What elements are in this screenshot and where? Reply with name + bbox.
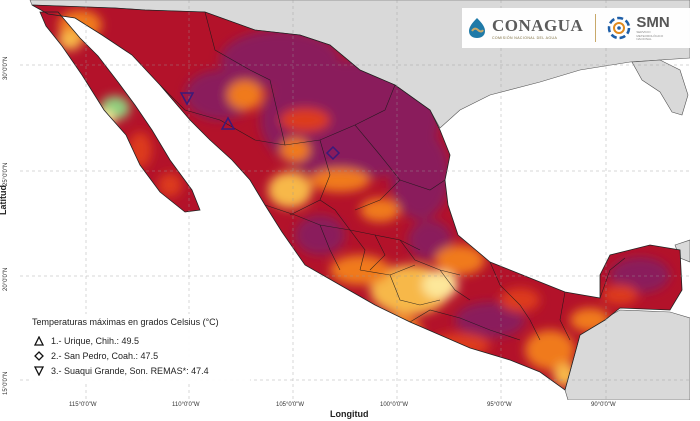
conagua-subtitle: COMISIÓN NACIONAL DEL AGUA — [492, 35, 558, 40]
legend-item-san-pedro: 2.- San Pedro, Coah.: 47.5 — [34, 351, 158, 361]
lat-tick-15: 15°0'0"N — [3, 371, 9, 395]
lon-tick-115: 115°0'0"W — [69, 402, 97, 408]
marker-suaqui-grande[interactable] — [179, 92, 195, 106]
smn-emblem-icon — [608, 16, 631, 40]
map-legend: Temperaturas máximas en grados Celsius (… — [30, 314, 250, 382]
florida-land — [631, 59, 689, 116]
legend-item-text: 2.- San Pedro, Coah.: 47.5 — [51, 351, 159, 361]
marker-urique[interactable] — [220, 116, 236, 130]
conagua-logo: CONAGUA COMISIÓN NACIONAL DEL AGUA — [466, 16, 583, 40]
marker-san-pedro[interactable] — [325, 145, 341, 161]
legend-title: Temperaturas máximas en grados Celsius (… — [32, 317, 219, 327]
lon-tick-100: 100°0'0"W — [380, 402, 409, 408]
conagua-emblem-icon — [469, 18, 485, 38]
logo-banner: CONAGUA COMISIÓN NACIONAL DEL AGUA SMN S… — [462, 8, 692, 48]
temperature-map — [20, 0, 690, 400]
lon-tick-105: 105°0'0"W — [276, 402, 305, 408]
lon-tick-90: 90°0'0"W — [591, 402, 616, 408]
lat-tick-30: 30°0'0"N — [3, 56, 9, 80]
legend-item-urique: 1.- Urique, Chih.: 49.5 — [34, 336, 139, 346]
diamond-icon — [34, 351, 44, 361]
smn-name: SMN — [636, 14, 670, 32]
triangle-up-icon — [34, 336, 44, 346]
legend-item-text: 3.- Suaqui Grande, Son. REMAS*: 47.4 — [51, 366, 209, 376]
conagua-name: CONAGUA — [492, 15, 584, 35]
logo-divider — [595, 14, 597, 42]
lat-tick-20: 20°0'0"N — [3, 267, 9, 291]
smn-subtitle: SERVICIO METEOROLÓGICO NACIONAL — [636, 30, 664, 42]
lon-tick-110: 110°0'0"W — [172, 402, 200, 408]
x-axis-title: Longitud — [330, 409, 369, 419]
lat-tick-25: 25°0'0"N — [3, 162, 9, 186]
smn-logo: SMN SERVICIO METEOROLÓGICO NACIONAL — [606, 14, 670, 42]
triangle-down-icon — [34, 366, 44, 376]
lon-tick-95: 95°0'0"W — [487, 402, 512, 408]
y-axis-title: Latitud — [0, 185, 8, 215]
legend-item-suaqui-grande: 3.- Suaqui Grande, Son. REMAS*: 47.4 — [34, 366, 209, 376]
legend-item-text: 1.- Urique, Chih.: 49.5 — [51, 336, 140, 346]
